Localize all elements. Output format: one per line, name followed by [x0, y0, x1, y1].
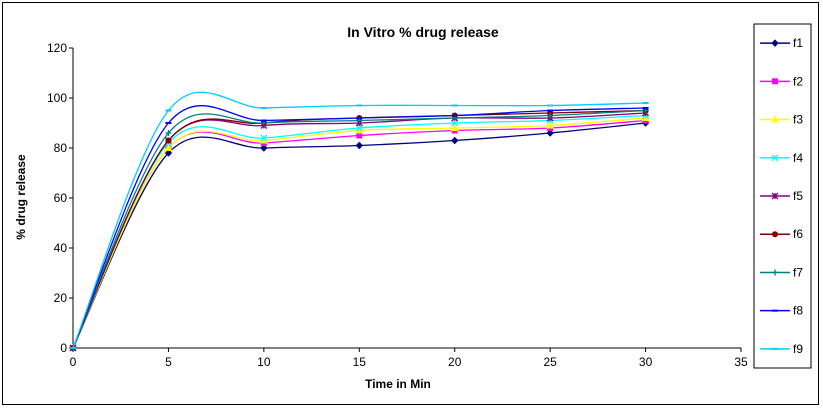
series-f9 — [70, 91, 649, 349]
data-point-f3 — [259, 136, 268, 144]
data-point-f9 — [260, 107, 267, 109]
x-tick-label: 0 — [70, 355, 77, 369]
data-point-f8 — [451, 114, 458, 117]
data-point-f6 — [165, 137, 172, 144]
series-line-f4 — [72, 114, 646, 349]
legend-item-f6: f6 — [760, 227, 803, 241]
legend-label: f9 — [793, 342, 803, 356]
data-point-f4 — [260, 134, 268, 142]
axes — [69, 47, 742, 352]
legend-marker — [772, 309, 778, 312]
series-f1 — [69, 119, 650, 352]
legend-label: f1 — [793, 36, 803, 50]
legend-label: f4 — [793, 151, 803, 165]
legend-item-f7: f7 — [760, 265, 803, 279]
data-point-f8 — [356, 117, 363, 119]
legend-marker — [771, 154, 779, 162]
y-tick-label: 40 — [54, 241, 68, 255]
y-tick-label: 0 — [60, 341, 67, 355]
legend-label: f2 — [793, 74, 803, 88]
legend-item-f9: f9 — [760, 342, 803, 356]
legend-item-f8: f8 — [760, 304, 803, 318]
data-point-f7 — [165, 130, 172, 136]
tick-labels: 0 5 10 15 20 25 30 35 0 20 40 60 80 100 120 — [47, 41, 748, 369]
x-tick-label: 20 — [448, 355, 462, 369]
legend-label: f7 — [793, 265, 803, 279]
data-point-f3 — [164, 144, 173, 151]
x-tick-label: 30 — [639, 355, 653, 369]
legend-marker — [771, 115, 779, 123]
data-point-f3 — [641, 114, 650, 121]
data-point-f3 — [355, 126, 364, 134]
legend-marker — [771, 39, 779, 47]
data-point-f8 — [642, 107, 649, 109]
legend-item-f4: f4 — [760, 151, 803, 165]
legend-label: f3 — [793, 113, 803, 127]
data-point-f9 — [165, 109, 172, 112]
legend: f1 f2 f3 f4 f5 f6 f7 f8 f9 — [753, 23, 812, 369]
y-tick-label: 100 — [47, 91, 67, 105]
data-point-f8 — [165, 122, 172, 124]
data-point-f1 — [164, 149, 173, 157]
legend-marker — [771, 192, 779, 200]
y-tick-label: 80 — [54, 141, 68, 155]
legend-item-f5: f5 — [760, 189, 803, 203]
legend-label: f8 — [793, 304, 803, 318]
data-point-f4 — [355, 124, 363, 132]
y-tick-label: 120 — [47, 41, 67, 55]
data-point-f9 — [356, 104, 363, 107]
series-f3 — [69, 114, 650, 351]
data-point-f4 — [451, 119, 459, 127]
x-axis-title: Time in Min — [365, 377, 431, 391]
series-line-f9 — [72, 91, 646, 349]
x-tick-label: 10 — [257, 355, 271, 369]
data-point-f8 — [547, 109, 554, 112]
legend-item-f2: f2 — [760, 74, 803, 88]
y-tick-label: 20 — [54, 291, 68, 305]
series-layer — [69, 91, 650, 352]
data-point-f9 — [451, 104, 458, 107]
data-point-f1 — [355, 141, 363, 150]
series-line-f3 — [72, 117, 646, 349]
legend-label: f6 — [793, 227, 803, 241]
chart-title: In Vitro % drug release — [347, 24, 499, 40]
legend-marker — [772, 269, 778, 276]
x-tick-label: 15 — [353, 355, 367, 369]
x-tick-label: 25 — [543, 355, 557, 369]
legend-item-f3: f3 — [760, 113, 803, 127]
data-point-f2 — [356, 132, 363, 139]
data-point-f8 — [260, 119, 267, 122]
data-point-f7 — [547, 112, 554, 119]
legend-item-f1: f1 — [760, 36, 803, 50]
legend-marker — [772, 78, 778, 85]
data-point-f1 — [260, 144, 268, 152]
chart-frame — [2, 2, 819, 405]
y-axis-title: % drug release — [14, 154, 28, 240]
y-tick-label: 60 — [54, 191, 68, 205]
series-line-f7 — [72, 109, 646, 349]
x-tick-label: 35 — [734, 355, 748, 369]
data-point-f3 — [450, 124, 459, 131]
data-point-f9 — [70, 347, 76, 349]
legend-marker — [772, 231, 778, 238]
data-point-f1 — [451, 136, 459, 145]
data-point-f9 — [547, 104, 554, 107]
data-point-f9 — [642, 102, 649, 104]
series-line-f8 — [72, 105, 646, 349]
data-point-f3 — [546, 121, 555, 129]
x-tick-label: 5 — [165, 355, 172, 369]
series-f2 — [70, 117, 649, 351]
legend-marker — [772, 347, 778, 350]
legend-label: f5 — [793, 189, 803, 203]
data-point-f1 — [546, 129, 554, 137]
